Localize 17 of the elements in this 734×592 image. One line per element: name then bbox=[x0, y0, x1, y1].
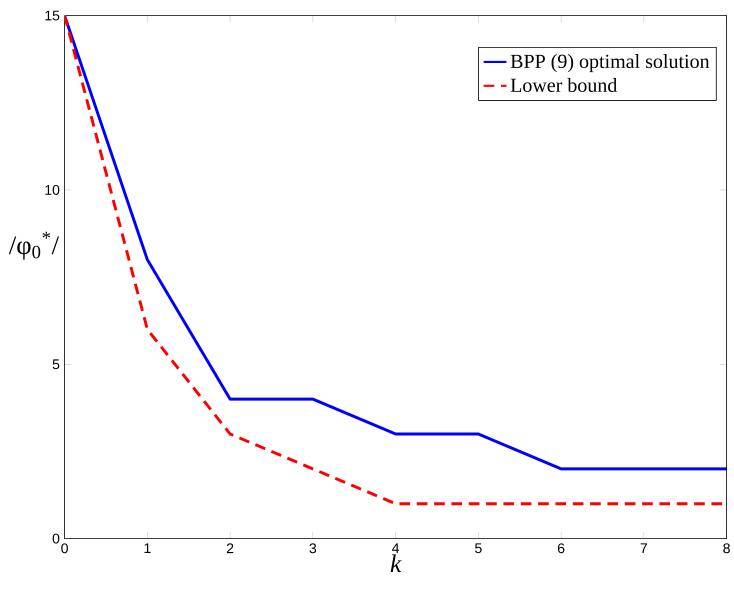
y-tick-label: 15 bbox=[45, 10, 60, 20]
x-tick-label: 4 bbox=[392, 543, 400, 553]
legend-label: BPP (9) optimal solution bbox=[510, 54, 710, 72]
y-tick-label: 10 bbox=[45, 184, 60, 195]
x-tick-label: 8 bbox=[723, 543, 730, 554]
x-tick-label: 6 bbox=[558, 543, 564, 554]
x-tick-label: 3 bbox=[309, 543, 316, 554]
x-tick-label: 2 bbox=[226, 543, 234, 554]
x-tick-label: 5 bbox=[475, 543, 482, 554]
y-tick-label: 5 bbox=[52, 359, 60, 370]
y-tick-label: 0 bbox=[52, 534, 60, 544]
x-tick-label: 1 bbox=[144, 543, 151, 553]
legend-label: Lower bound bbox=[510, 78, 618, 92]
y-axis-title: /φ$_{0}$$^{*}$/ bbox=[8, 232, 60, 260]
x-tick-label: 7 bbox=[640, 543, 648, 553]
x-tick-label: 0 bbox=[61, 543, 68, 554]
x-axis-title: k bbox=[390, 554, 402, 572]
